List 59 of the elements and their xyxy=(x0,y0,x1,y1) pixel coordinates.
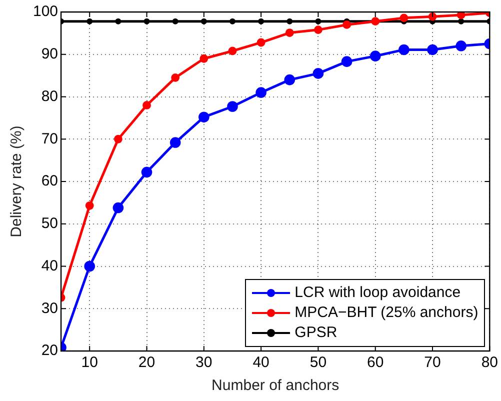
point xyxy=(456,12,466,20)
point xyxy=(286,18,293,24)
point xyxy=(114,134,122,144)
point xyxy=(229,18,236,24)
x-tick-label: 50 xyxy=(310,354,327,372)
point xyxy=(144,18,150,24)
point xyxy=(172,18,178,24)
legend-label: MPCA−BHT (25% anchors) xyxy=(294,303,478,323)
point xyxy=(200,18,207,24)
point xyxy=(256,38,266,47)
x-tick-label: 40 xyxy=(252,354,270,372)
y-tick-label: 40 xyxy=(41,257,58,274)
point xyxy=(398,44,410,56)
y-tick-label: 80 xyxy=(41,88,58,105)
y-tick-label: 50 xyxy=(41,215,58,232)
point xyxy=(315,18,322,24)
y-tick-label: 20 xyxy=(41,342,58,360)
y-axis-title: Delivery rate (%) xyxy=(8,126,26,238)
point xyxy=(284,74,296,86)
x-axis-title: Number of anchors xyxy=(212,377,340,394)
point xyxy=(171,73,180,82)
point xyxy=(170,137,181,148)
point xyxy=(428,12,437,21)
y-tick-label: 90 xyxy=(41,46,58,63)
point xyxy=(200,54,208,63)
point xyxy=(341,56,352,67)
point xyxy=(312,68,324,79)
x-tick-label: 80 xyxy=(481,354,498,372)
y-tick-label: 100 xyxy=(32,3,58,20)
y-tick-label: 30 xyxy=(41,300,58,317)
x-tick-label: 30 xyxy=(196,354,212,372)
point xyxy=(458,18,464,24)
point xyxy=(86,18,93,24)
point xyxy=(142,101,151,110)
point xyxy=(228,46,237,56)
point xyxy=(227,101,238,112)
x-tick-label: 10 xyxy=(81,354,98,372)
point xyxy=(400,14,408,22)
point xyxy=(370,50,381,62)
point xyxy=(258,18,264,24)
point xyxy=(285,28,294,37)
x-tick-label: 20 xyxy=(138,354,156,372)
point xyxy=(115,18,122,24)
point xyxy=(198,112,210,122)
point xyxy=(112,202,124,214)
point xyxy=(342,20,351,29)
x-tick-label: 60 xyxy=(367,354,384,372)
point xyxy=(256,87,266,98)
point xyxy=(456,40,466,52)
point xyxy=(314,26,322,34)
legend-label: LCR with loop avoidance xyxy=(294,283,461,303)
x-tick-label: 70 xyxy=(424,354,441,372)
y-tick-label: 70 xyxy=(41,130,58,148)
y-tick-label: 60 xyxy=(41,172,58,190)
point xyxy=(85,201,94,210)
point xyxy=(427,44,438,56)
point xyxy=(84,260,95,272)
legend-label: GPSR xyxy=(294,323,338,343)
point xyxy=(141,166,152,178)
